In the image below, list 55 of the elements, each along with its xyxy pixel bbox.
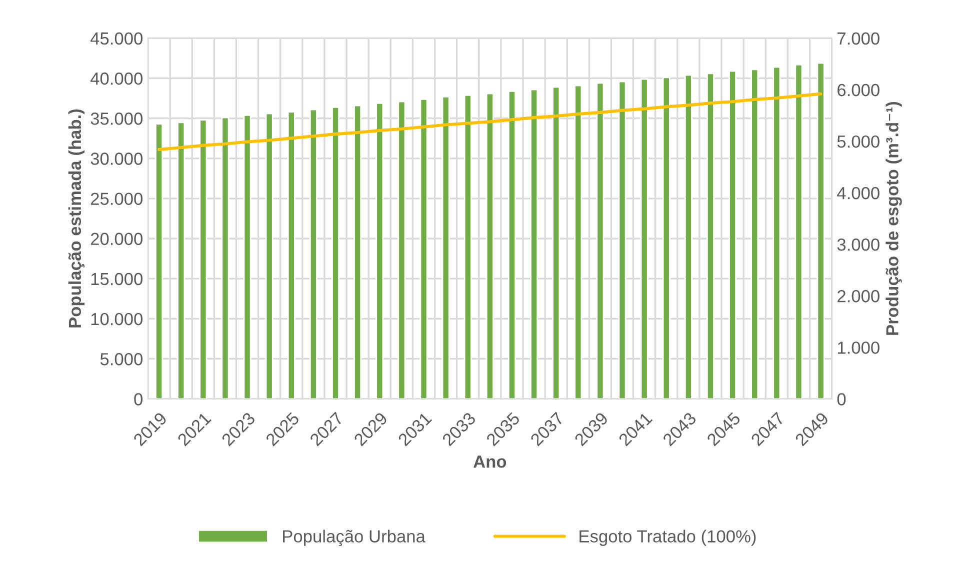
bar [199,119,208,399]
bar [508,90,516,399]
bar [265,112,274,399]
bar [155,123,164,399]
bar [662,76,670,399]
y-axis-title: População estimada (hab.) [68,109,85,328]
y-tick-label: 40.000 [90,72,142,85]
y-tick-label: 10.000 [91,312,142,326]
y2-tick-label: 3.000 [837,238,880,251]
y-tick-label: 25.000 [90,192,142,205]
bar [309,108,318,399]
y2-tick-label: 2.000 [838,290,880,302]
y2-tick-label: 4.000 [837,186,880,200]
y-tick-label: 20.000 [90,232,142,246]
bar [442,96,450,399]
bar [794,64,803,399]
bar [221,116,230,399]
bar [287,111,296,399]
bar [728,70,737,399]
bar [376,102,384,399]
bar [574,84,582,399]
bar [750,68,759,399]
y2-tick-label: 5.000 [837,135,880,148]
bar [772,66,781,399]
y2-axis-title: Produção de esgoto (m³.d⁻¹) [886,102,902,335]
y-tick-label: 35.000 [90,112,142,125]
y-tick-label: 5.000 [100,353,142,366]
bar [706,72,714,399]
bar [530,88,538,399]
line-series [158,92,822,152]
bar [332,106,340,399]
bar [398,100,406,399]
y2-tick-label: 6.000 [838,84,880,96]
y2-tick-label: 0 [837,393,846,406]
bar [684,74,692,399]
y-tick-label: 45.000 [90,32,142,45]
bar [640,78,648,399]
bar [464,94,472,399]
bar [486,92,494,399]
x-axis-title: Ano [473,456,506,468]
y2-tick-label: 1.000 [838,342,880,354]
bar [816,62,825,399]
y-tick-label: 15.000 [91,272,142,286]
bar [420,98,428,399]
legend-label: Esgoto Tratado (100%) [580,530,756,546]
legend-label: População Urbana [283,530,426,546]
y2-tick-label: 7.000 [838,32,880,45]
bar [177,122,186,399]
bar [354,104,362,399]
bar [596,82,604,399]
bar [618,80,626,399]
y-tick-label: 30.000 [90,152,142,165]
y-tick-label: 0 [134,393,142,406]
bar [243,114,252,399]
bar [552,86,560,399]
